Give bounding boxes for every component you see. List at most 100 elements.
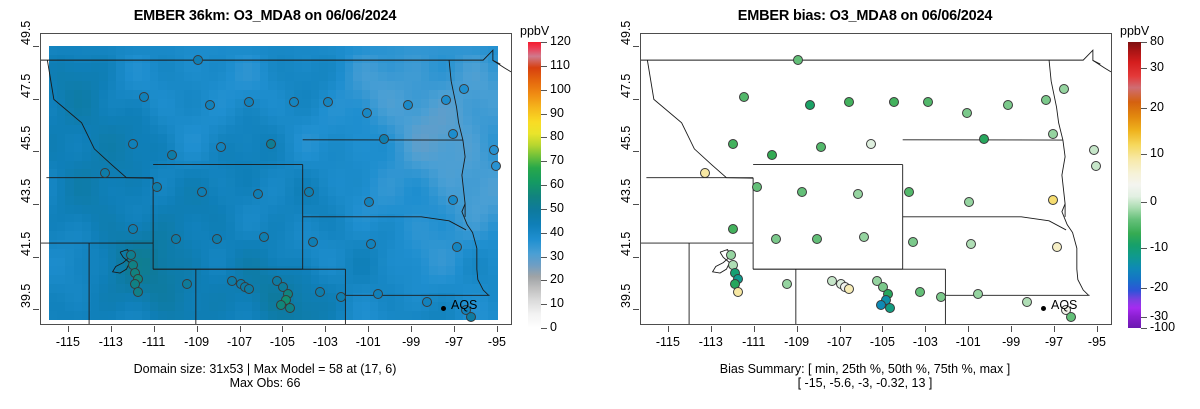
station-marker[interactable] [962,107,973,118]
station-marker[interactable] [904,186,915,197]
y-axis-tick [33,98,39,100]
station-marker[interactable] [1002,100,1013,111]
station-marker[interactable] [252,189,263,200]
raster-cell [293,222,304,232]
station-marker[interactable] [323,97,334,108]
station-marker[interactable] [132,286,143,297]
station-marker[interactable] [766,150,777,160]
station-marker[interactable] [364,197,375,208]
station-marker[interactable] [336,292,347,303]
station-marker[interactable] [796,186,807,197]
station-marker[interactable] [171,234,182,245]
raster-cell [463,116,473,126]
station-marker[interactable] [859,231,870,242]
station-marker[interactable] [966,239,977,250]
raster-cell [268,187,278,197]
station-marker[interactable] [1041,94,1052,105]
station-marker[interactable] [460,305,471,316]
raster-cell [90,81,100,91]
station-marker[interactable] [728,139,739,150]
station-marker[interactable] [852,189,863,200]
station-marker[interactable] [244,97,255,108]
raster-cell [116,81,126,91]
station-marker[interactable] [272,276,282,287]
station-marker[interactable] [1058,84,1069,95]
station-marker[interactable] [211,234,222,245]
station-marker[interactable] [979,134,990,145]
station-marker[interactable] [196,186,207,197]
station-marker[interactable] [728,223,739,234]
station-marker[interactable] [889,97,900,108]
station-marker[interactable] [923,97,934,108]
colorbar-tick [1141,287,1147,289]
raster-cell [268,54,278,65]
station-marker[interactable] [844,97,855,108]
station-marker[interactable] [138,92,149,103]
station-marker[interactable] [964,197,975,208]
station-marker[interactable] [284,302,295,313]
station-marker[interactable] [805,100,816,111]
station-marker[interactable] [458,84,469,95]
station-marker[interactable] [488,144,499,155]
station-marker[interactable] [126,249,137,260]
station-marker[interactable] [244,284,255,295]
station-marker[interactable] [379,134,390,145]
station-marker[interactable] [700,168,711,179]
station-marker[interactable] [1090,160,1101,171]
station-marker[interactable] [192,55,203,66]
station-marker[interactable] [289,97,300,108]
station-marker[interactable] [490,160,501,171]
station-marker[interactable] [452,242,463,253]
station-marker[interactable] [908,236,919,247]
raster-cell [175,81,185,91]
station-marker[interactable] [366,239,377,250]
station-marker[interactable] [811,234,822,245]
colorbar-gradient[interactable] [528,42,541,328]
station-marker[interactable] [884,302,895,313]
station-marker[interactable] [181,278,192,289]
station-marker[interactable] [128,139,139,150]
station-marker[interactable] [362,107,373,118]
station-marker[interactable] [738,92,749,103]
station-marker[interactable] [372,289,383,300]
station-marker[interactable] [166,150,177,160]
station-marker[interactable] [1022,297,1033,308]
station-marker[interactable] [447,128,458,139]
station-marker[interactable] [771,234,782,245]
station-marker[interactable] [1047,194,1058,205]
raster-cell [48,134,58,144]
station-marker[interactable] [259,231,270,242]
station-marker[interactable] [1060,305,1071,316]
raster-cell [344,195,354,206]
station-marker[interactable] [265,139,276,150]
station-marker[interactable] [308,236,319,247]
station-marker[interactable] [936,292,947,303]
station-marker[interactable] [732,286,743,297]
station-marker[interactable] [216,142,227,153]
station-marker[interactable] [1052,242,1063,253]
station-marker[interactable] [781,278,792,289]
station-marker[interactable] [304,186,315,197]
colorbar-gradient[interactable] [1128,42,1141,328]
x-axis-tick [882,326,884,332]
station-marker[interactable] [792,55,803,66]
station-marker[interactable] [844,284,855,295]
station-marker[interactable] [402,100,413,111]
station-marker[interactable] [128,223,139,234]
station-marker[interactable] [726,249,737,260]
station-marker[interactable] [100,168,111,179]
station-marker[interactable] [441,94,452,105]
station-marker[interactable] [314,286,325,297]
station-marker[interactable] [865,139,876,150]
station-marker[interactable] [972,289,983,300]
station-marker[interactable] [1088,144,1099,155]
station-marker[interactable] [151,181,162,192]
station-marker[interactable] [205,100,216,111]
station-marker[interactable] [447,194,458,205]
station-marker[interactable] [1047,128,1058,139]
station-marker[interactable] [816,142,827,153]
station-marker[interactable] [422,297,433,308]
station-marker[interactable] [914,286,925,297]
station-marker[interactable] [751,181,762,192]
station-marker[interactable] [872,276,882,287]
